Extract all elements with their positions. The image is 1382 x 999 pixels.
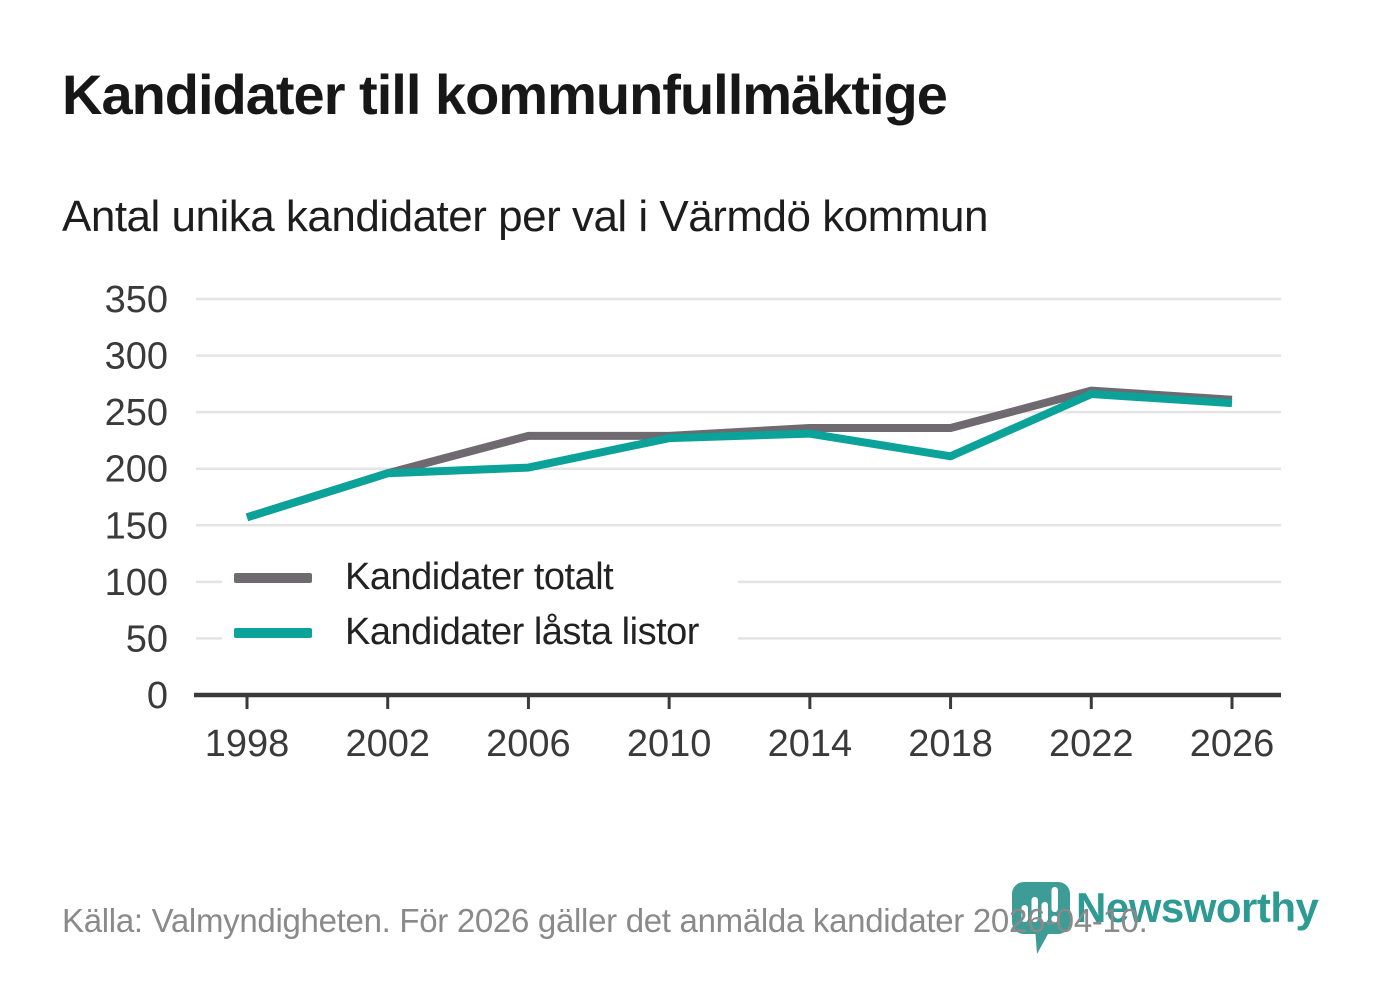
x-tick-label-2014: 2014 — [768, 723, 853, 765]
y-tick-label-100: 100 — [105, 562, 168, 604]
y-tick-label-250: 250 — [105, 392, 168, 434]
y-tick-label-50: 50 — [126, 618, 168, 660]
x-tick-label-2022: 2022 — [1049, 723, 1134, 765]
exclamation-bar — [1051, 887, 1058, 912]
x-tick-label-2026: 2026 — [1190, 723, 1275, 765]
exclamation-dot — [1051, 915, 1059, 923]
page-title: Kandidater till kommunfullmäktige — [62, 63, 948, 126]
legend-swatch-totalt — [234, 572, 312, 583]
chart-legend: Kandidater totalt Kandidater låsta listo… — [222, 550, 738, 660]
x-tick-label-2006: 2006 — [486, 723, 571, 765]
newsworthy-pin-icon — [1012, 882, 1070, 954]
legend-swatch-lasta-listor — [234, 627, 312, 638]
legend-label-lasta-listor: Kandidater låsta listor — [345, 611, 699, 653]
bar-3 — [1041, 902, 1048, 922]
y-tick-label-200: 200 — [105, 449, 168, 491]
x-tick-label-2018: 2018 — [908, 723, 993, 765]
bar-1 — [1021, 905, 1028, 922]
series-line-0 — [245, 386, 1233, 522]
y-tick-label-0: 0 — [147, 675, 168, 717]
series-line-1 — [245, 390, 1233, 522]
x-tick-label-1998: 1998 — [205, 723, 290, 765]
y-tick-label-350: 350 — [105, 279, 168, 321]
newsworthy-logo: Newsworthy — [1008, 876, 1380, 968]
source-note: Källa: Valmyndigheten. För 2026 gäller d… — [62, 902, 1148, 939]
y-tick-label-150: 150 — [105, 505, 168, 547]
legend-label-totalt: Kandidater totalt — [345, 556, 614, 598]
bar-2 — [1031, 897, 1038, 922]
x-tick-label-2002: 2002 — [345, 723, 430, 765]
page-subtitle: Antal unika kandidater per val i Värmdö … — [62, 192, 988, 241]
x-tick-label-2010: 2010 — [627, 723, 712, 765]
y-tick-label-300: 300 — [105, 336, 168, 378]
newsworthy-logo-text: Newsworthy — [1076, 884, 1319, 931]
legend-item-lasta-listor: Kandidater låsta listor — [222, 605, 738, 660]
legend-item-totalt: Kandidater totalt — [222, 550, 738, 605]
